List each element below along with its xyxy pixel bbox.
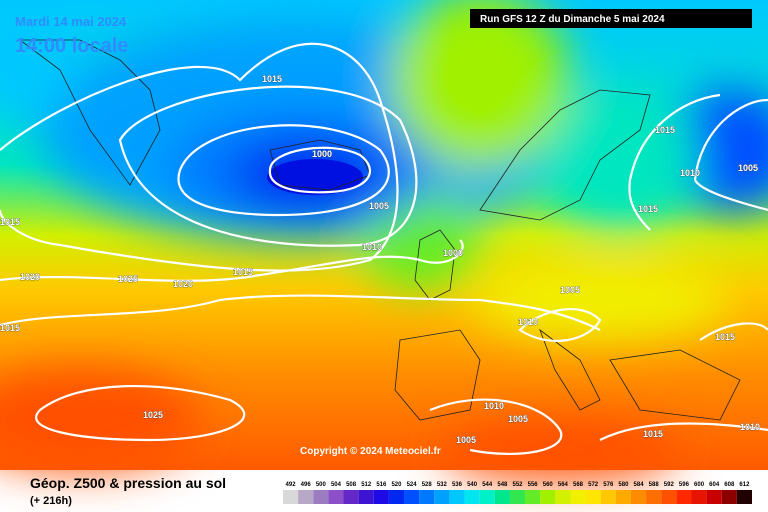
run-info: Run GFS 12 Z du Dimanche 5 mai 2024	[480, 14, 665, 25]
isobar-label: 1025	[118, 274, 138, 284]
scale-cell	[494, 490, 510, 504]
isobar-label: 1015	[638, 204, 658, 214]
isobar-label: 1020	[20, 272, 40, 282]
scale-label: 532	[437, 482, 448, 488]
scale-cell	[343, 490, 359, 504]
isobar-label: 1010	[362, 242, 382, 252]
isobar-label: 1010	[484, 401, 504, 411]
scale-label: 572	[588, 482, 599, 488]
isobar-label: 1025	[143, 410, 163, 420]
scale-label: 588	[649, 482, 660, 488]
isobar-label: 1015	[0, 323, 20, 333]
scale-label: 560	[543, 482, 554, 488]
scale-cell	[283, 490, 299, 504]
isobar-label: 1015	[233, 267, 253, 277]
scale-cell	[676, 490, 692, 504]
scale-cell	[328, 490, 344, 504]
scale-label: 608	[724, 482, 735, 488]
scale-label: 508	[346, 482, 357, 488]
isobar-label: 1005	[369, 201, 389, 211]
scale-label: 592	[664, 482, 675, 488]
scale-label: 544	[482, 482, 493, 488]
scale-label: 604	[709, 482, 720, 488]
scale-cell	[313, 490, 329, 504]
scale-label: 500	[316, 482, 327, 488]
scale-cell	[721, 490, 737, 504]
scale-label: 568	[573, 482, 584, 488]
scale-label: 552	[512, 482, 523, 488]
scale-cell	[736, 490, 752, 504]
scale-label: 524	[407, 482, 418, 488]
scale-cell	[646, 490, 662, 504]
scale-cell	[509, 490, 526, 504]
scale-cell	[615, 490, 631, 504]
scale-cell	[661, 490, 677, 504]
scale-cell	[630, 490, 647, 504]
isobar-label: 1005	[738, 163, 758, 173]
scale-cell	[388, 490, 405, 504]
scale-cell	[479, 490, 495, 504]
scale-cell	[570, 490, 586, 504]
scale-cell	[434, 490, 450, 504]
scale-cell	[540, 490, 556, 504]
scale-label: 528	[422, 482, 433, 488]
scale-label: 576	[603, 482, 614, 488]
lead-time: (+ 216h)	[30, 495, 72, 507]
scale-label: 512	[361, 482, 372, 488]
isobar-label: 1015	[262, 74, 282, 84]
isobar-label: 1005	[508, 414, 528, 424]
scale-label: 516	[376, 482, 387, 488]
scale-cell	[585, 490, 601, 504]
isobar-label: 1015	[715, 332, 735, 342]
scale-label: 540	[467, 482, 478, 488]
isobar-label: 1010	[518, 317, 538, 327]
scale-label: 548	[497, 482, 508, 488]
isobar-label: 1005	[560, 285, 580, 295]
color-scale: 492 496 500 504 508 512 516 520 524 528 532 536 540 5…	[283, 482, 752, 504]
scale-cell	[419, 490, 435, 504]
scale-label: 584	[634, 482, 645, 488]
scale-cell	[298, 490, 314, 504]
isobar-label: 1000	[443, 248, 463, 258]
scale-label: 564	[558, 482, 569, 488]
isobar-label: 1010	[680, 168, 700, 178]
scale-label: 580	[618, 482, 629, 488]
scale-label: 496	[301, 482, 312, 488]
scale-cell	[706, 490, 722, 504]
isobar-labels: 1015 1000 1005 1010 1000 1015 1020 1025 1020 1015…	[0, 74, 760, 446]
isobar-label: 1005	[456, 435, 476, 445]
isobar-label: 1015	[0, 217, 20, 227]
scale-label: 556	[528, 482, 539, 488]
scale-label: 596	[679, 482, 690, 488]
scale-label: 600	[694, 482, 705, 488]
scale-cell	[691, 490, 707, 504]
run-banner	[470, 9, 752, 28]
isobar-label: 1000	[312, 149, 332, 159]
scale-label: 536	[452, 482, 463, 488]
isobar-label: 1015	[655, 125, 675, 135]
isobar-label: 1010	[740, 422, 760, 432]
scale-cell	[600, 490, 616, 504]
copyright: Copyright © 2024 Meteociel.fr	[300, 446, 441, 457]
isobars	[0, 42, 768, 456]
scale-cell	[358, 490, 374, 504]
scale-label: 492	[286, 482, 297, 488]
scale-cell	[464, 490, 480, 504]
scale-label: 504	[331, 482, 342, 488]
scale-label: 520	[391, 482, 402, 488]
forecast-date: Mardi 14 mai 2024	[15, 14, 127, 29]
map-title: Géop. Z500 & pression au sol	[30, 475, 226, 491]
scale-cell	[555, 490, 571, 504]
scale-cell	[373, 490, 389, 504]
isobar-label: 1015	[643, 429, 663, 439]
scale-label: 612	[739, 482, 750, 488]
forecast-time: 14:00 locale	[15, 35, 128, 57]
scale-cell	[449, 490, 465, 504]
scale-cell	[525, 490, 541, 504]
isobar-label: 1020	[173, 279, 193, 289]
scale-cell	[404, 490, 420, 504]
